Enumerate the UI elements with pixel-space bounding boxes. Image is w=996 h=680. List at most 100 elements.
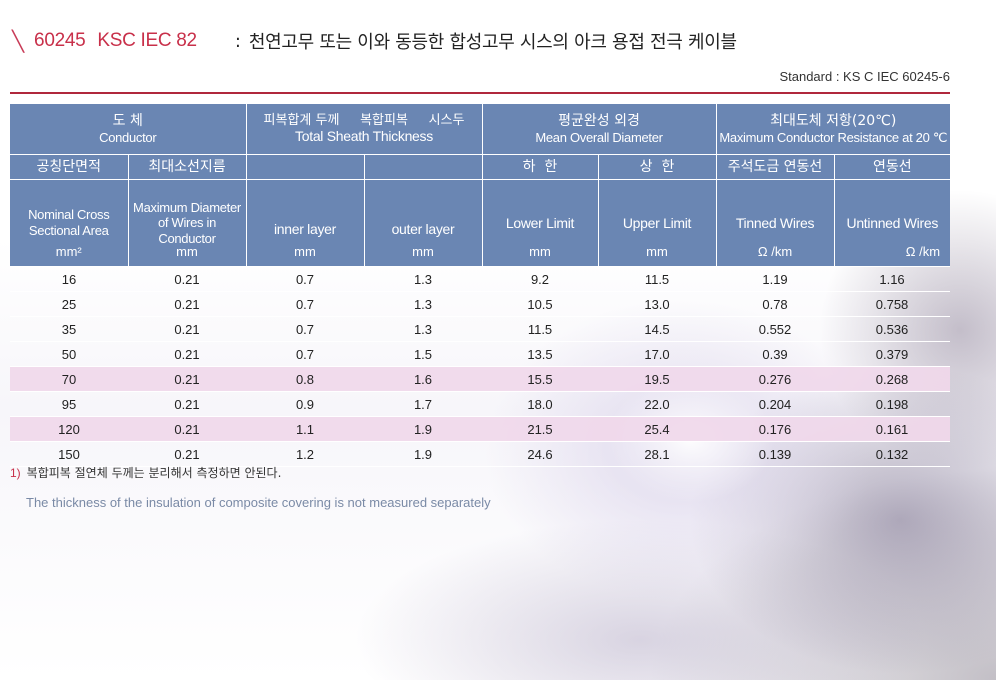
header-outer-ko-empty bbox=[364, 154, 483, 180]
table-row: 150 0.21 1.2 1.9 24.6 28.1 0.139 0.132 bbox=[10, 441, 951, 467]
header-inner-ko-empty bbox=[246, 154, 365, 180]
cell-untinned: 0.198 bbox=[834, 391, 951, 417]
header-diameter: 평균완성 외경 Mean Overall Diameter bbox=[482, 104, 717, 155]
header-untinned: Untinned Wires Ω /km bbox=[834, 179, 951, 267]
header-tinned-ko: 주석도금 연동선 bbox=[716, 154, 835, 180]
cell-outer: 1.3 bbox=[364, 291, 482, 317]
table-row: 120 0.21 1.1 1.9 21.5 25.4 0.176 0.161 bbox=[10, 416, 951, 442]
cell-lower: 15.5 bbox=[482, 366, 598, 392]
cell-untinned: 0.268 bbox=[834, 366, 951, 392]
cell-area: 16 bbox=[10, 266, 128, 292]
header-conductor: 도 체 Conductor bbox=[10, 104, 247, 155]
cell-maxd: 0.21 bbox=[128, 416, 246, 442]
header-upper-en: Upper Limit bbox=[622, 214, 692, 231]
header-nominal-unit: mm² bbox=[55, 244, 82, 260]
cell-lower: 21.5 bbox=[482, 416, 598, 442]
title-description: 천연고무 또는 이와 동등한 합성고무 시스의 아크 용접 전극 케이블 bbox=[248, 32, 737, 53]
header-sheath: 피복합계 두께 복합피복 시스두 Total Sheath Thickness bbox=[246, 104, 483, 155]
cell-upper: 19.5 bbox=[598, 366, 717, 392]
cell-tinned: 0.78 bbox=[716, 291, 835, 317]
cell-outer: 1.3 bbox=[364, 316, 482, 342]
header-tinned-en: Tinned Wires bbox=[735, 214, 815, 231]
header-inner-en: inner layer bbox=[273, 220, 337, 237]
cell-inner: 0.7 bbox=[246, 341, 364, 367]
cell-lower: 9.2 bbox=[482, 266, 598, 292]
table-row: 16 0.21 0.7 1.3 9.2 11.5 1.19 1.16 bbox=[10, 266, 951, 292]
cell-upper: 17.0 bbox=[598, 341, 717, 367]
header-nominal-ko: 공칭단면적 bbox=[10, 154, 129, 180]
cell-outer: 1.3 bbox=[364, 266, 482, 292]
header-outer-en: outer layer bbox=[391, 220, 455, 237]
header-nominal: Nominal Cross Sectional Area mm² bbox=[10, 179, 129, 267]
footnote-english: The thickness of the insulation of compo… bbox=[26, 495, 491, 510]
header-resistance-en: Maximum Conductor Resistance at 20 ℃ bbox=[719, 129, 948, 145]
title-slash-icon: ╲ bbox=[12, 29, 25, 53]
cell-lower: 24.6 bbox=[482, 441, 598, 467]
table-row: 35 0.21 0.7 1.3 11.5 14.5 0.552 0.536 bbox=[10, 316, 951, 342]
header-lower: Lower Limit mm bbox=[482, 179, 599, 267]
header-inner: inner layer mm bbox=[246, 179, 365, 267]
cell-upper: 28.1 bbox=[598, 441, 717, 467]
cell-inner: 0.7 bbox=[246, 266, 364, 292]
cell-untinned: 0.161 bbox=[834, 416, 951, 442]
cell-outer: 1.6 bbox=[364, 366, 482, 392]
cell-maxd: 0.21 bbox=[128, 441, 246, 467]
cell-area: 35 bbox=[10, 316, 128, 342]
table-row: 50 0.21 0.7 1.5 13.5 17.0 0.39 0.379 bbox=[10, 341, 951, 367]
cell-maxd: 0.21 bbox=[128, 366, 246, 392]
header-maxwire-ko: 최대소선지름 bbox=[128, 154, 247, 180]
cell-lower: 18.0 bbox=[482, 391, 598, 417]
cell-inner: 1.1 bbox=[246, 416, 364, 442]
cell-area: 150 bbox=[10, 441, 128, 467]
cell-area: 70 bbox=[10, 366, 128, 392]
header-untinned-en: Untinned Wires bbox=[846, 214, 939, 231]
cell-tinned: 0.39 bbox=[716, 341, 835, 367]
header-untinned-ko: 연동선 bbox=[834, 154, 951, 180]
page-title: ╲ 60245 KSC IEC 82 : 천연고무 또는 이와 동등한 합성고무 … bbox=[12, 26, 737, 56]
header-lower-unit: mm bbox=[529, 244, 551, 260]
header-maxwire-en: Maximum Diameter of Wires in Conductor bbox=[133, 199, 241, 246]
cell-area: 25 bbox=[10, 291, 128, 317]
header-lower-ko: 하 한 bbox=[482, 154, 599, 180]
spec-table-body: 16 0.21 0.7 1.3 9.2 11.5 1.19 1.16 25 0.21 0.7 1.3… bbox=[10, 266, 951, 467]
header-lower-ko-text: 하 한 bbox=[522, 158, 558, 175]
cell-inner: 1.2 bbox=[246, 441, 364, 467]
header-inner-unit: mm bbox=[294, 244, 316, 260]
title-code-part: KSC IEC 82 bbox=[97, 30, 197, 51]
cell-tinned: 0.276 bbox=[716, 366, 835, 392]
header-lower-en: Lower Limit bbox=[505, 214, 575, 231]
footnote-korean: 1) 복합피복 절연체 두께는 분리해서 측정하면 안된다. bbox=[10, 464, 281, 481]
cell-outer: 1.9 bbox=[364, 441, 482, 467]
cell-area: 50 bbox=[10, 341, 128, 367]
header-resistance-ko: 최대도체 저항(20℃) bbox=[770, 112, 897, 129]
header-upper-ko: 상 한 bbox=[598, 154, 717, 180]
cell-upper: 22.0 bbox=[598, 391, 717, 417]
cell-lower: 10.5 bbox=[482, 291, 598, 317]
header-outer: outer layer mm bbox=[364, 179, 483, 267]
cell-tinned: 0.204 bbox=[716, 391, 835, 417]
cell-inner: 0.9 bbox=[246, 391, 364, 417]
standard-label: Standard : KS C IEC 60245-6 bbox=[779, 69, 950, 84]
cell-lower: 11.5 bbox=[482, 316, 598, 342]
cell-untinned: 0.536 bbox=[834, 316, 951, 342]
header-outer-unit: mm bbox=[412, 244, 434, 260]
header-resistance: 최대도체 저항(20℃) Maximum Conductor Resistanc… bbox=[716, 104, 951, 155]
cell-untinned: 0.379 bbox=[834, 341, 951, 367]
header-untinned-unit: Ω /km bbox=[905, 244, 941, 260]
cell-upper: 11.5 bbox=[598, 266, 717, 292]
header-upper-unit: mm bbox=[646, 244, 668, 260]
header-sheath-ko: 피복합계 두께 복합피복 시스두 bbox=[263, 112, 465, 128]
cell-outer: 1.7 bbox=[364, 391, 482, 417]
table-row: 95 0.21 0.9 1.7 18.0 22.0 0.204 0.198 bbox=[10, 391, 951, 417]
cell-outer: 1.5 bbox=[364, 341, 482, 367]
cell-untinned: 0.758 bbox=[834, 291, 951, 317]
cell-tinned: 0.176 bbox=[716, 416, 835, 442]
header-tinned-unit: Ω /km bbox=[757, 244, 793, 260]
header-conductor-en: Conductor bbox=[99, 129, 157, 145]
cell-maxd: 0.21 bbox=[128, 316, 246, 342]
header-tinned-ko-text: 주석도금 연동선 bbox=[727, 158, 823, 175]
title-code-part: 60245 bbox=[34, 30, 86, 51]
header-diameter-en: Mean Overall Diameter bbox=[535, 129, 663, 145]
table-row: 70 0.21 0.8 1.6 15.5 19.5 0.276 0.268 bbox=[10, 366, 951, 392]
cell-upper: 25.4 bbox=[598, 416, 717, 442]
